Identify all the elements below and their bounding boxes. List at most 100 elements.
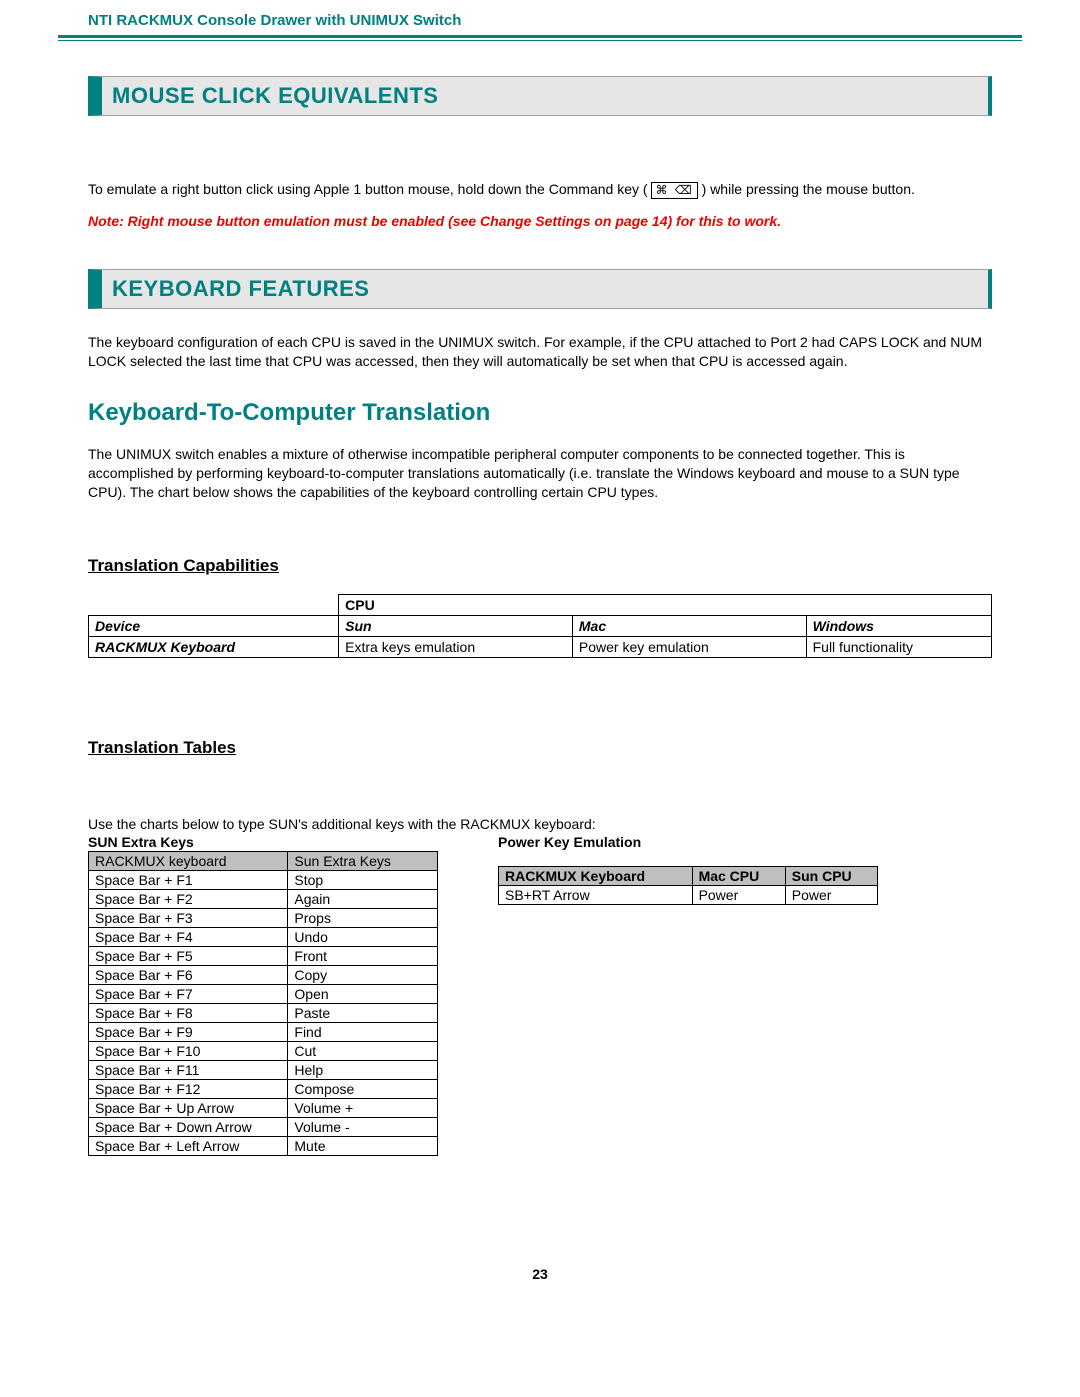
sun-table-block: SUN Extra Keys RACKMUX keyboard Sun Extr…	[88, 834, 438, 1156]
table-cell: Power	[785, 885, 877, 904]
table-row: Space Bar + F7Open	[89, 984, 438, 1003]
header-title: NTI RACKMUX Console Drawer with UNIMUX S…	[88, 12, 1062, 29]
page-container: NTI RACKMUX Console Drawer with UNIMUX S…	[0, 0, 1080, 1322]
capabilities-device-header: Device	[89, 615, 339, 636]
power-key-table: RACKMUX Keyboard Mac CPU Sun CPU SB+RT A…	[498, 866, 878, 905]
capabilities-row-label: RACKMUX Keyboard	[89, 636, 339, 657]
table-row: SB+RT ArrowPowerPower	[499, 885, 878, 904]
page-number: 23	[88, 1266, 992, 1282]
capabilities-val-mac: Power key emulation	[572, 636, 806, 657]
mouse-click-text-post: ) while pressing the mouse button.	[702, 181, 915, 197]
table-row: Space Bar + Down ArrowVolume -	[89, 1117, 438, 1136]
keyboard-features-banner: KEYBOARD FEATURES	[88, 269, 992, 309]
capabilities-col-mac: Mac	[572, 615, 806, 636]
capabilities-empty-cell	[89, 594, 339, 615]
translation-tables-heading: Translation Tables	[88, 738, 992, 758]
translation-tables-intro: Use the charts below to type SUN's addit…	[88, 816, 992, 832]
divider-thin-icon	[58, 40, 1022, 41]
content-area: MOUSE CLICK EQUIVALENTS To emulate a rig…	[18, 76, 1062, 1282]
table-cell: Copy	[288, 965, 438, 984]
table-row: Space Bar + F1Stop	[89, 870, 438, 889]
table-row: Space Bar + F11Help	[89, 1060, 438, 1079]
capabilities-cpu-header: CPU	[339, 594, 992, 615]
table-cell: Find	[288, 1022, 438, 1041]
table-cell: Space Bar + F1	[89, 870, 288, 889]
table-cell: Space Bar + F3	[89, 908, 288, 927]
translation-subsection-body: The UNIMUX switch enables a mixture of o…	[88, 445, 992, 502]
power-table-caption: Power Key Emulation	[498, 834, 878, 850]
table-cell: Front	[288, 946, 438, 965]
table-cell: Space Bar + Left Arrow	[89, 1136, 288, 1155]
table-cell: Space Bar + F2	[89, 889, 288, 908]
table-cell: Space Bar + F8	[89, 1003, 288, 1022]
table-cell: Space Bar + F12	[89, 1079, 288, 1098]
table-cell: Space Bar + Up Arrow	[89, 1098, 288, 1117]
table-cell: SB+RT Arrow	[499, 885, 693, 904]
mouse-click-note: Note: Right mouse button emulation must …	[88, 213, 992, 229]
table-cell: Paste	[288, 1003, 438, 1022]
table-cell: Props	[288, 908, 438, 927]
table-cell: Undo	[288, 927, 438, 946]
table-cell: Space Bar + F11	[89, 1060, 288, 1079]
table-cell: Again	[288, 889, 438, 908]
table-cell: Power	[692, 885, 785, 904]
table-cell: Space Bar + F10	[89, 1041, 288, 1060]
power-table-header-2: Mac CPU	[692, 866, 785, 885]
mouse-click-banner: MOUSE CLICK EQUIVALENTS	[88, 76, 992, 116]
table-cell: Space Bar + F5	[89, 946, 288, 965]
table-cell: Space Bar + F7	[89, 984, 288, 1003]
table-cell: Cut	[288, 1041, 438, 1060]
table-row: RACKMUX keyboard Sun Extra Keys	[89, 851, 438, 870]
table-row: Space Bar + Up ArrowVolume +	[89, 1098, 438, 1117]
table-cell: Help	[288, 1060, 438, 1079]
table-cell: Open	[288, 984, 438, 1003]
keyboard-features-body: The keyboard configuration of each CPU i…	[88, 333, 992, 371]
sun-table-header-2: Sun Extra Keys	[288, 851, 438, 870]
table-cell: Stop	[288, 870, 438, 889]
capabilities-table: CPU Device Sun Mac Windows RACKMUX Keybo…	[88, 594, 992, 658]
table-cell: Volume +	[288, 1098, 438, 1117]
table-cell: Space Bar + F6	[89, 965, 288, 984]
capabilities-col-sun: Sun	[339, 615, 573, 636]
table-row: Space Bar + F8Paste	[89, 1003, 438, 1022]
power-table-block: Power Key Emulation RACKMUX Keyboard Mac…	[498, 834, 878, 905]
table-row: Space Bar + F4Undo	[89, 927, 438, 946]
mouse-click-title: MOUSE CLICK EQUIVALENTS	[112, 83, 978, 109]
table-cell: Space Bar + Down Arrow	[89, 1117, 288, 1136]
table-cell: Space Bar + F9	[89, 1022, 288, 1041]
power-table-header-3: Sun CPU	[785, 866, 877, 885]
sun-extra-keys-table: RACKMUX keyboard Sun Extra Keys Space Ba…	[88, 851, 438, 1156]
translation-subsection-title: Keyboard-To-Computer Translation	[88, 399, 992, 427]
table-row: CPU	[89, 594, 992, 615]
table-row: Device Sun Mac Windows	[89, 615, 992, 636]
divider-thick-icon	[58, 35, 1022, 38]
command-key-icon: ⌘ ⌫	[651, 182, 697, 200]
table-row: Space Bar + F2Again	[89, 889, 438, 908]
keyboard-features-title: KEYBOARD FEATURES	[112, 276, 978, 302]
table-row: RACKMUX Keyboard Extra keys emulation Po…	[89, 636, 992, 657]
table-row: Space Bar + F10Cut	[89, 1041, 438, 1060]
sun-table-caption: SUN Extra Keys	[88, 834, 438, 850]
table-row: Space Bar + F3Props	[89, 908, 438, 927]
table-cell: Space Bar + F4	[89, 927, 288, 946]
table-row: Space Bar + F12Compose	[89, 1079, 438, 1098]
table-row: RACKMUX Keyboard Mac CPU Sun CPU	[499, 866, 878, 885]
table-row: Space Bar + F6Copy	[89, 965, 438, 984]
capabilities-val-windows: Full functionality	[806, 636, 991, 657]
sun-table-header-1: RACKMUX keyboard	[89, 851, 288, 870]
mouse-click-body: To emulate a right button click using Ap…	[88, 180, 992, 199]
header-divider	[58, 35, 1022, 41]
table-cell: Compose	[288, 1079, 438, 1098]
table-row: Space Bar + F9Find	[89, 1022, 438, 1041]
table-cell: Volume -	[288, 1117, 438, 1136]
capabilities-col-windows: Windows	[806, 615, 991, 636]
table-cell: Mute	[288, 1136, 438, 1155]
power-table-header-1: RACKMUX Keyboard	[499, 866, 693, 885]
mouse-click-text-pre: To emulate a right button click using Ap…	[88, 181, 651, 197]
page-header: NTI RACKMUX Console Drawer with UNIMUX S…	[18, 0, 1062, 35]
table-row: Space Bar + F5Front	[89, 946, 438, 965]
capabilities-val-sun: Extra keys emulation	[339, 636, 573, 657]
capabilities-heading: Translation Capabilities	[88, 556, 992, 576]
table-row: Space Bar + Left ArrowMute	[89, 1136, 438, 1155]
tables-row: SUN Extra Keys RACKMUX keyboard Sun Extr…	[88, 834, 992, 1156]
